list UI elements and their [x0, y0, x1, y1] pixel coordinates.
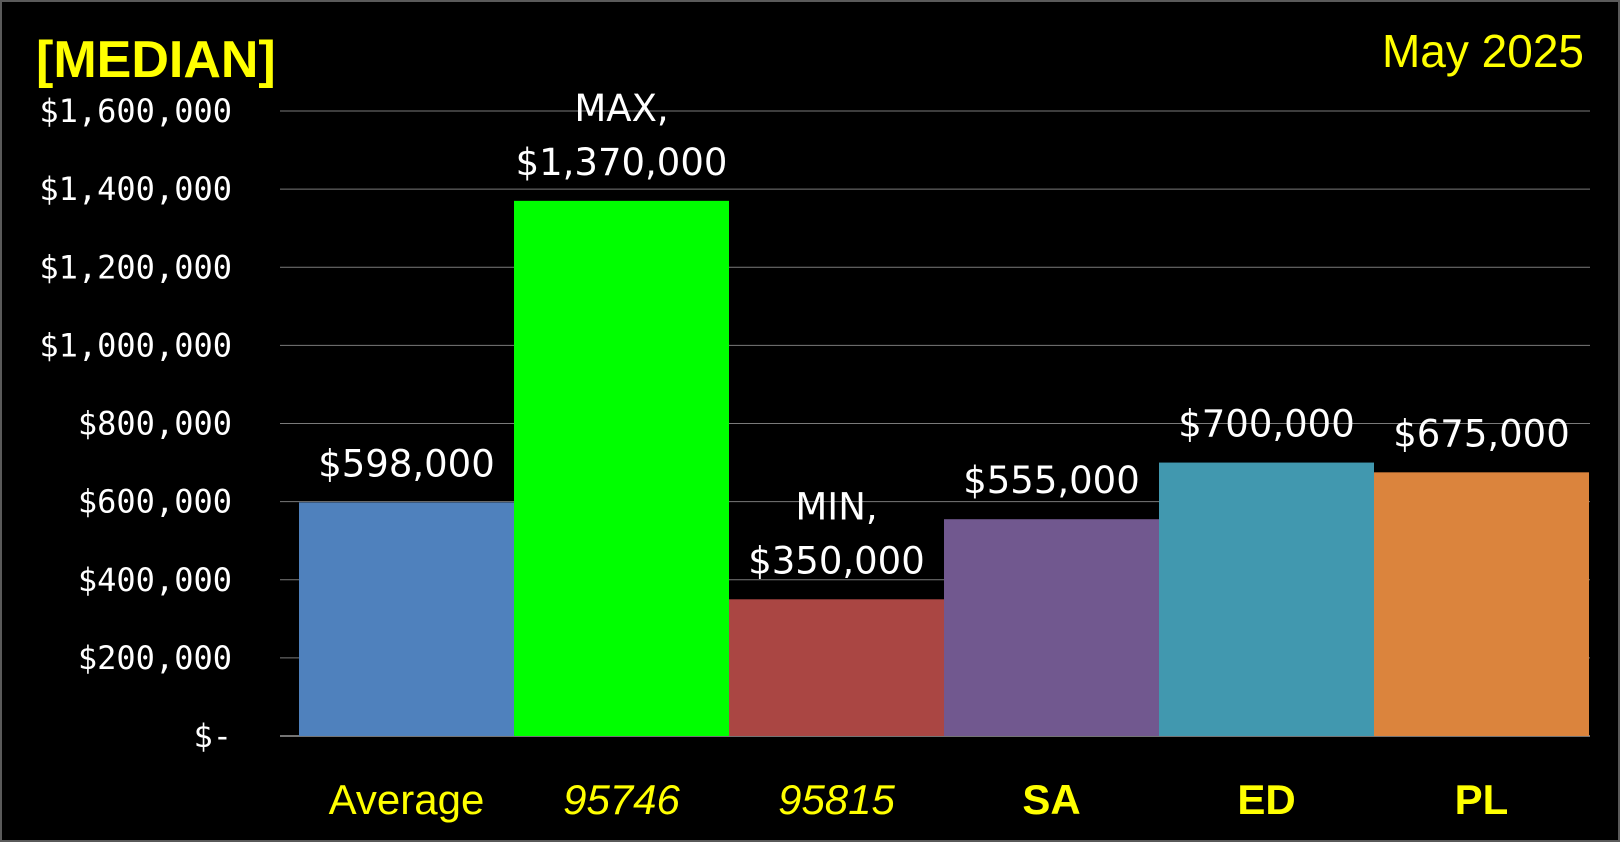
data-label: $555,000	[963, 459, 1140, 502]
data-label: $350,000	[748, 539, 925, 582]
data-label: $1,370,000	[516, 141, 728, 184]
data-labels: $598,000 MAX, $1,370,000 MIN, $350,000 $555,0…	[318, 87, 1570, 582]
y-axis: $- $200,000 $400,000 $600,000 $800,000 $1,000…	[39, 92, 232, 755]
x-category-label: ED	[1237, 776, 1295, 823]
bars	[299, 200, 1589, 736]
x-category-label: Average	[329, 776, 485, 823]
y-tick-label: $800,000	[78, 405, 232, 443]
data-label: MIN,	[795, 485, 877, 528]
y-tick-label: $-	[193, 717, 232, 755]
chart-title-median: [MEDIAN]	[36, 31, 276, 89]
x-axis: Average 95746 95815 SA ED PL	[329, 776, 1509, 823]
y-tick-label: $1,600,000	[39, 92, 232, 130]
y-tick-label: $1,200,000	[39, 248, 232, 286]
x-category-label: 95746	[563, 776, 680, 823]
chart-date: May 2025	[1381, 25, 1584, 77]
bar-average	[299, 502, 514, 736]
y-tick-label: $600,000	[78, 483, 232, 521]
bar-ed	[1159, 462, 1374, 736]
x-category-label: 95815	[778, 776, 895, 823]
x-category-label: SA	[1022, 776, 1080, 823]
bar-sa	[944, 519, 1159, 736]
data-label: $700,000	[1178, 403, 1355, 446]
y-tick-label: $1,400,000	[39, 170, 232, 208]
y-tick-label: $1,000,000	[39, 326, 232, 364]
bar-pl	[1374, 472, 1589, 736]
data-label: $598,000	[318, 442, 495, 485]
data-label: $675,000	[1393, 412, 1570, 455]
bar-95815	[729, 599, 944, 736]
x-category-label: PL	[1455, 776, 1509, 823]
y-tick-label: $200,000	[78, 639, 232, 677]
data-label: MAX,	[574, 87, 668, 130]
y-tick-label: $400,000	[78, 561, 232, 599]
bar-95746	[514, 200, 729, 736]
